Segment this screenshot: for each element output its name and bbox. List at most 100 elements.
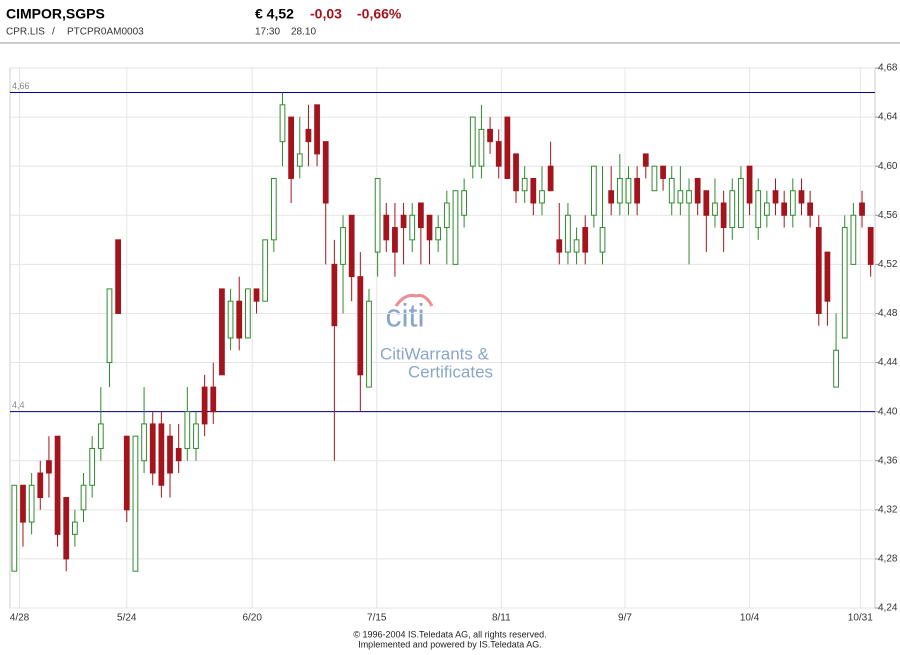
candle-body: [89, 447, 96, 486]
candle-body: [270, 177, 277, 241]
candle-body: [409, 214, 416, 241]
watermark: citi CitiWarrants & Certificates: [380, 294, 493, 381]
y-tick-label: 4,56: [878, 210, 898, 221]
y-tick-label: 4,60: [878, 161, 898, 172]
x-tick-label: 8/11: [492, 613, 511, 624]
candle-body: [513, 153, 519, 192]
time: 17:30: [255, 27, 280, 38]
candle-body: [781, 202, 788, 216]
x-tick-label: 10/4: [740, 613, 760, 624]
candle-body: [521, 177, 528, 192]
candle-body: [443, 202, 450, 229]
candle-body: [712, 202, 718, 216]
candle-body: [201, 386, 208, 425]
candle-body: [71, 521, 78, 535]
candle-body: [461, 190, 468, 216]
candle-body: [452, 190, 459, 265]
candle-body: [565, 214, 571, 253]
candle-body: [487, 128, 493, 143]
candle-body: [746, 165, 753, 204]
candle-body: [824, 251, 831, 302]
candle-body: [227, 300, 234, 339]
candle-body: [789, 190, 796, 216]
candle-body: [28, 484, 35, 523]
change-pct: -0,66%: [357, 6, 402, 22]
instrument-name: CIMPOR,SGPS: [6, 6, 105, 22]
y-tick-label: 4,32: [878, 504, 898, 515]
candle-body: [322, 141, 329, 204]
candle-body: [115, 239, 122, 314]
candle-body: [694, 177, 701, 204]
candle-body: [686, 190, 692, 204]
candle-body: [288, 116, 295, 179]
change: -0,03: [310, 6, 342, 22]
y-tick-label: 4,44: [878, 357, 898, 368]
candle-body: [625, 177, 632, 204]
candle-body: [374, 177, 381, 253]
candle-body: [262, 239, 269, 302]
candle-body: [236, 300, 243, 339]
candle-body: [668, 177, 675, 204]
candle-body: [841, 227, 848, 339]
candle-body: [660, 165, 666, 179]
candle-body: [642, 153, 649, 167]
candle-body: [573, 239, 580, 253]
candle-body: [167, 435, 173, 474]
y-tick-label: 4,64: [878, 112, 898, 123]
candle-body: [54, 435, 61, 535]
x-tick-label: 10/31: [848, 613, 873, 624]
date: 28.10: [291, 27, 316, 38]
candle-body: [296, 153, 303, 167]
candle-body: [850, 214, 857, 265]
candle-body: [530, 177, 537, 204]
candle-body: [755, 190, 762, 229]
candle-body: [677, 190, 684, 204]
candle-body: [400, 214, 407, 229]
watermark-line2: Certificates: [408, 362, 493, 381]
x-tick-label: 7/15: [367, 613, 387, 624]
candle-body: [80, 484, 87, 511]
watermark-logo: citi: [385, 297, 424, 333]
candle-body: [815, 227, 822, 314]
candle-body: [608, 190, 615, 204]
symbol: CPR.LIS: [6, 27, 45, 38]
candle-body: [184, 411, 191, 449]
candle-body: [772, 190, 779, 204]
x-tick-label: 6/20: [242, 613, 262, 624]
powered-by: Implemented and powered by IS.Teledata A…: [358, 639, 542, 649]
x-tick-label: 4/28: [10, 613, 30, 624]
candle-body: [305, 128, 312, 143]
candle-body: [348, 214, 355, 278]
candle-body: [340, 227, 346, 265]
y-tick-label: 4,52: [878, 259, 898, 270]
candle-body: [590, 165, 597, 216]
candle-body: [763, 202, 770, 216]
y-tick-label: 4,68: [878, 63, 898, 74]
candle-body: [37, 472, 44, 499]
candle-body: [556, 239, 563, 253]
candle-body: [469, 116, 476, 167]
candle-body: [106, 288, 113, 364]
candle-body: [616, 177, 623, 204]
plot-area: [9, 67, 876, 609]
candle-body: [435, 227, 442, 241]
candle-body: [547, 165, 554, 192]
candle-body: [193, 423, 199, 449]
separator: /: [52, 27, 55, 38]
candle-body: [158, 423, 165, 486]
candle-body: [175, 447, 182, 462]
candle-body: [357, 276, 364, 376]
y-tick-label: 4,48: [878, 308, 898, 319]
candle-body: [582, 227, 589, 253]
candle-body: [141, 423, 147, 462]
candle-body: [703, 190, 710, 216]
candle-body: [253, 288, 260, 302]
candle-body: [539, 190, 545, 204]
candle-body: [20, 484, 26, 523]
candle-body: [63, 497, 70, 560]
candle-body: [314, 104, 320, 155]
isin: PTCPR0AM0003: [67, 27, 144, 38]
candle-body: [123, 435, 130, 511]
candle-body: [426, 214, 433, 241]
x-tick-label: 9/7: [618, 613, 632, 624]
